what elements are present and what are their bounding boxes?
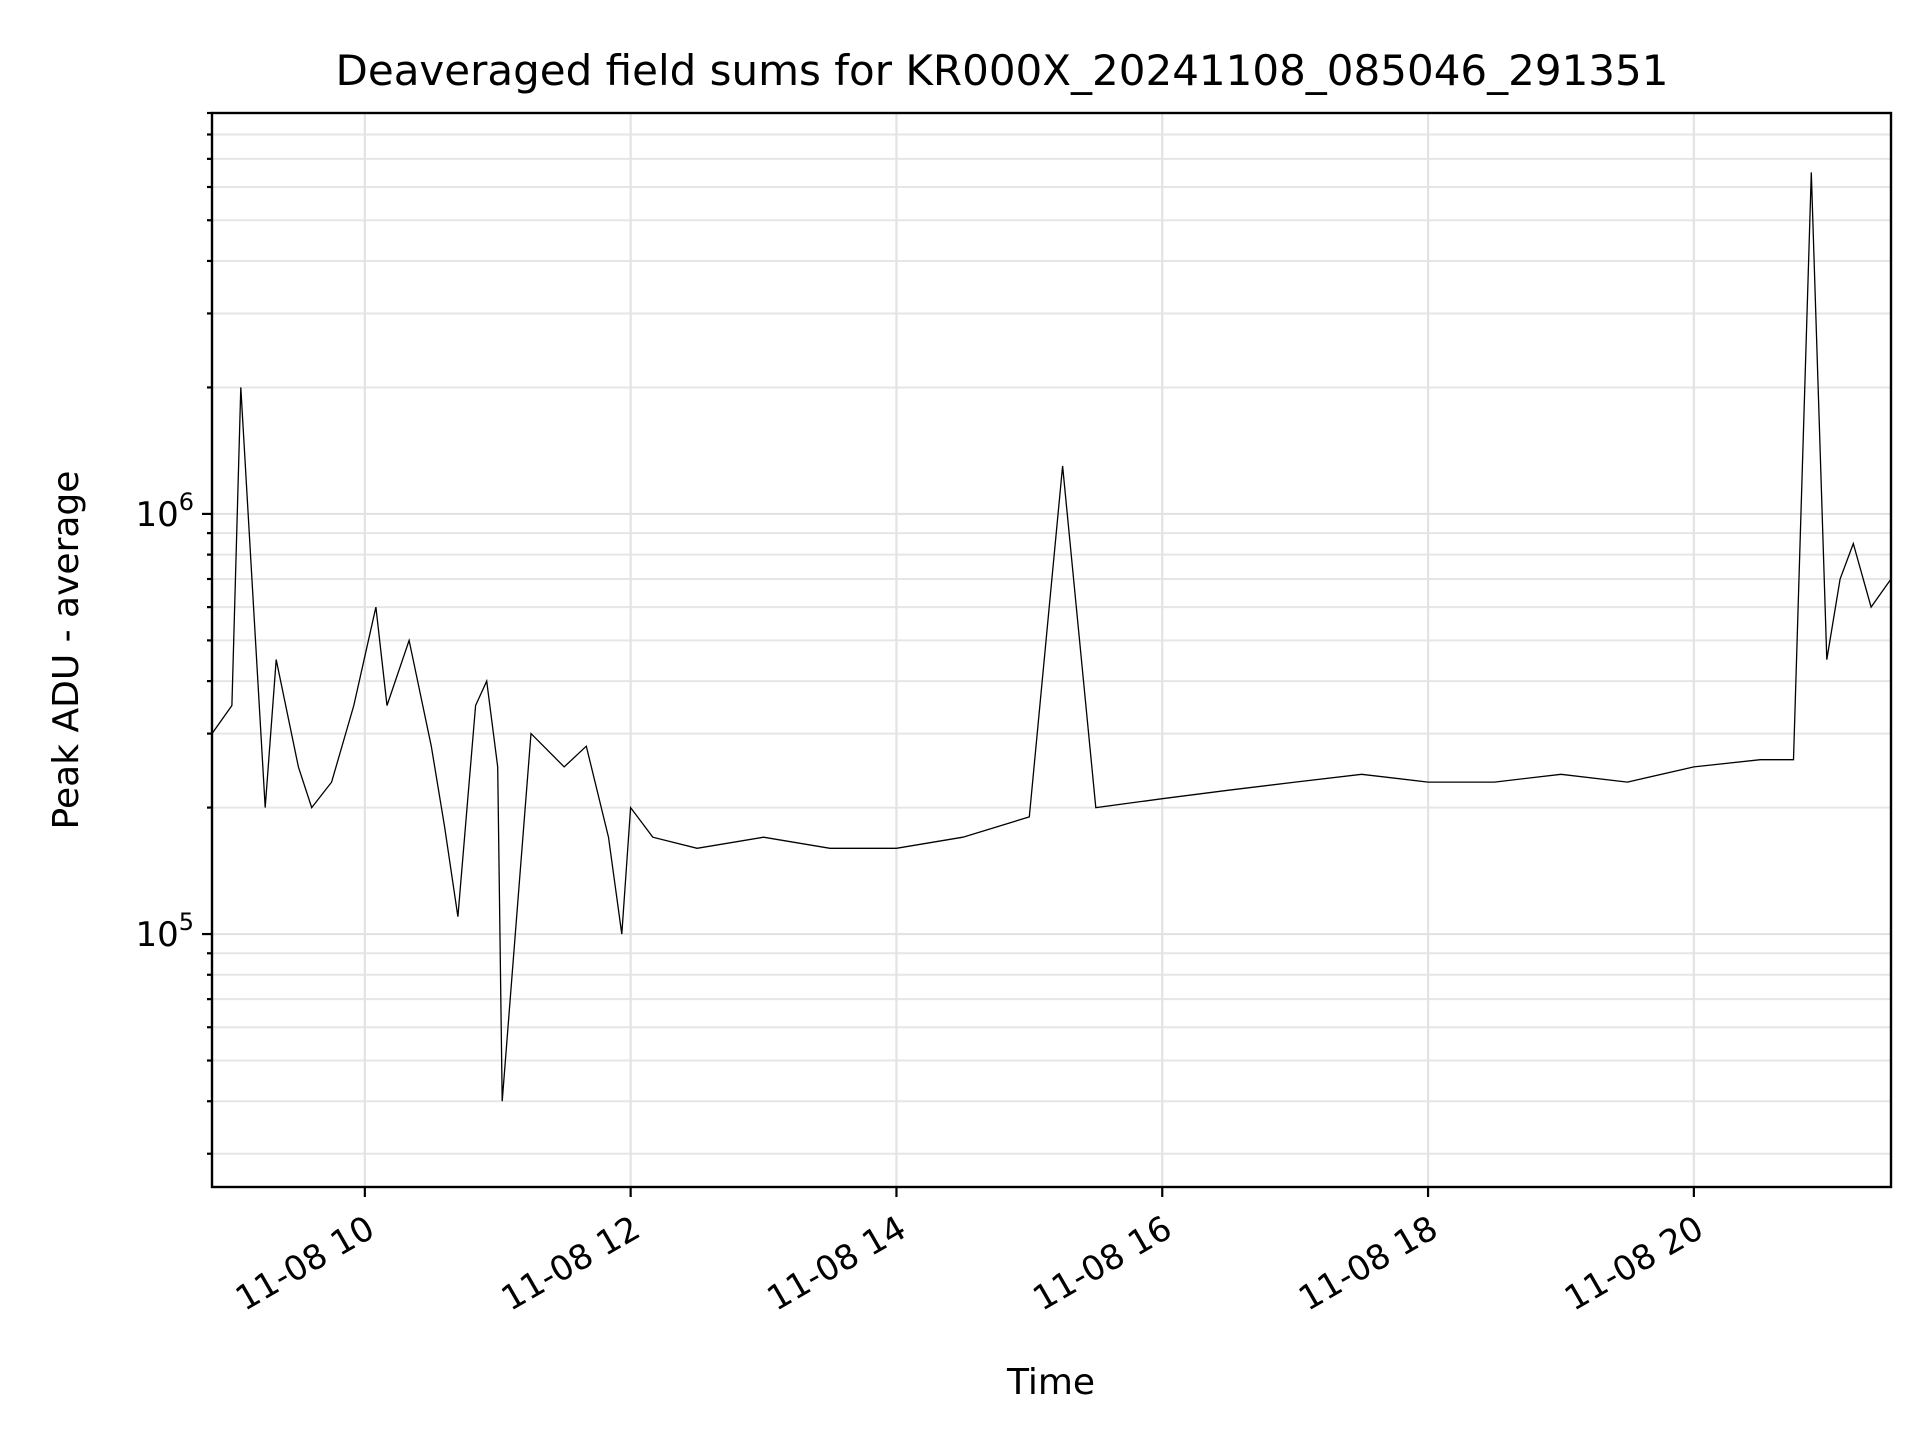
y-axis-label: Peak ADU - average <box>46 471 87 830</box>
series-line <box>211 172 1892 1102</box>
y-tick-label: 106 <box>135 488 194 535</box>
x-axis-label: Time <box>1006 1362 1095 1403</box>
chart-title: Deaveraged field sums for KR000X_2024110… <box>336 46 1669 95</box>
x-tick-label: 11-08 20 <box>1558 1208 1710 1319</box>
x-tick-label: 11-08 18 <box>1292 1208 1444 1319</box>
plot-frame <box>210 111 1893 1189</box>
x-tick-label: 11-08 10 <box>229 1208 381 1319</box>
x-tick-label: 11-08 12 <box>495 1208 647 1319</box>
x-tick-label: 11-08 16 <box>1026 1208 1178 1319</box>
x-tick-label: 11-08 14 <box>761 1208 913 1319</box>
y-axis-ticks: 105 106 <box>135 111 212 1155</box>
chart-gridlines <box>212 112 1891 1187</box>
y-tick-label: 105 <box>135 908 194 955</box>
x-axis-ticks: 11-08 10 11-08 12 11-08 14 11-08 16 11-08 18… <box>229 1187 1710 1319</box>
